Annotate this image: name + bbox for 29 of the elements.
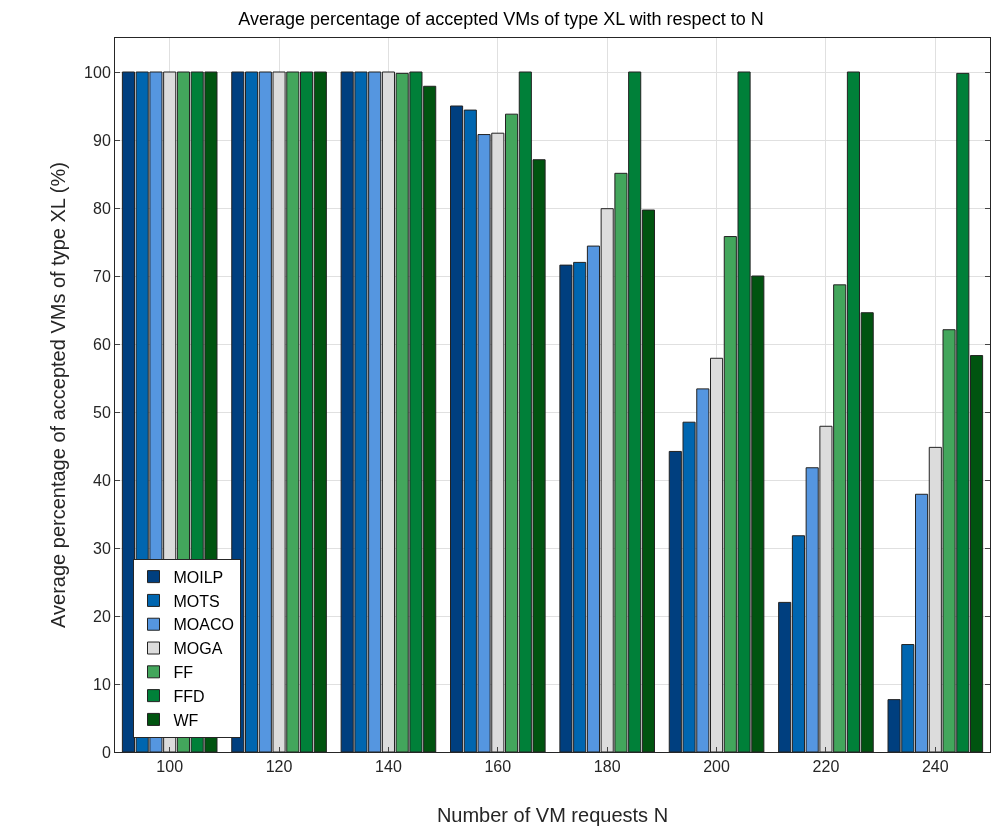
y-tick-label: 20 xyxy=(93,607,111,625)
y-tick-label: 50 xyxy=(93,403,111,421)
y-tick-label: 100 xyxy=(84,63,111,81)
y-axis-title: Average percentage of accepted VMs of type XL (%) xyxy=(47,162,69,628)
x-tick-label: 220 xyxy=(812,758,840,776)
y-tick-label: 90 xyxy=(93,131,111,149)
legend-label: FF xyxy=(173,664,194,682)
x-tick-label: 100 xyxy=(156,758,184,776)
y-tick-label: 0 xyxy=(101,743,111,761)
x-tick-label: 120 xyxy=(265,758,293,776)
chart-title: Average percentage of accepted VMs of type XL with respect to N xyxy=(238,9,764,30)
x-tick-label: 140 xyxy=(375,758,402,776)
legend-label: MOGA xyxy=(173,640,223,658)
x-tick-label: 180 xyxy=(593,758,621,776)
legend-label: MOILP xyxy=(173,568,224,586)
y-tick-label: 10 xyxy=(93,675,111,693)
x-tick-label: 160 xyxy=(484,758,512,776)
y-tick-label: 60 xyxy=(93,335,111,353)
y-tick-label: 40 xyxy=(93,471,111,489)
y-tick-label: 70 xyxy=(93,267,111,285)
legend-label: MOACO xyxy=(173,616,234,634)
x-tick-label: 200 xyxy=(703,758,731,776)
legend-label: MOTS xyxy=(173,592,220,610)
y-tick-label: 80 xyxy=(93,199,111,217)
x-tick-label: 240 xyxy=(921,758,949,776)
legend-label: FFD xyxy=(173,687,205,705)
x-axis-title: Number of VM requests N xyxy=(436,804,669,826)
y-tick-label: 30 xyxy=(93,539,111,557)
legend-label: WF xyxy=(173,711,199,729)
